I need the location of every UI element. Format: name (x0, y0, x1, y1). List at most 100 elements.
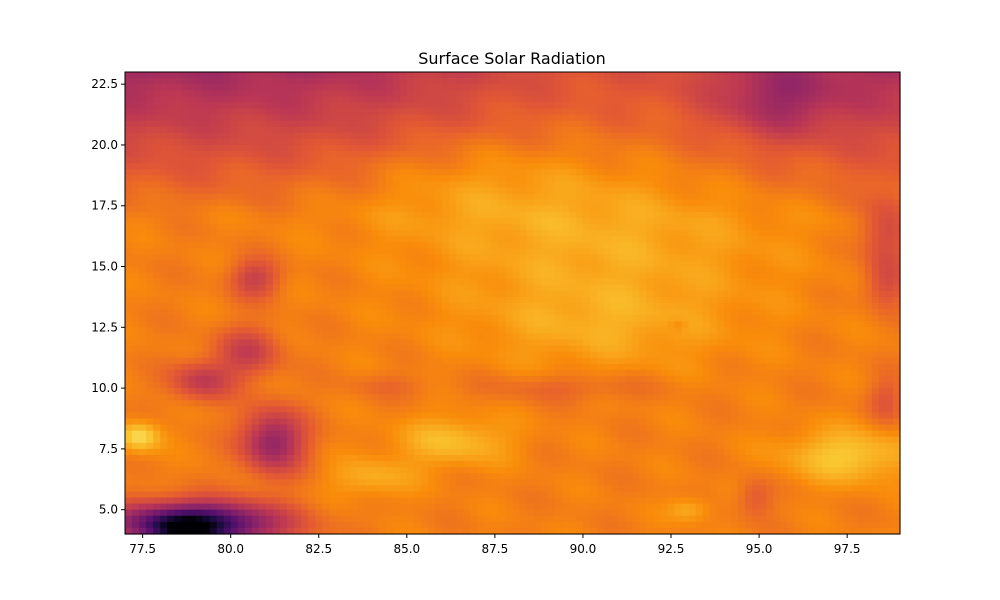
heatmap-cell (702, 309, 711, 316)
heatmap-cell (512, 90, 521, 97)
heatmap-cell (442, 254, 450, 262)
heatmap-cell (878, 230, 887, 237)
heatmap-cell (350, 72, 359, 79)
heatmap-cell (413, 163, 422, 170)
heatmap-cell (625, 217, 633, 225)
heatmap-cell (385, 284, 394, 292)
heatmap-cell (258, 211, 267, 219)
heatmap-cell (533, 175, 542, 183)
heatmap-cell (695, 157, 704, 164)
heatmap-cell (223, 260, 232, 268)
heatmap-cell (272, 72, 281, 79)
heatmap-cell (237, 144, 246, 152)
heatmap-cell (371, 90, 380, 97)
heatmap-cell (435, 242, 443, 249)
heatmap-cell (244, 327, 253, 334)
heatmap-cell (787, 284, 795, 292)
heatmap-cell (695, 102, 704, 110)
heatmap-cell (808, 211, 817, 219)
heatmap-cell (427, 132, 436, 140)
heatmap-cell (322, 303, 330, 310)
heatmap-cell (195, 254, 204, 262)
heatmap-cell (780, 230, 788, 237)
heatmap-cell (836, 193, 845, 201)
heatmap-cell (132, 296, 140, 304)
heatmap-cell (625, 96, 633, 103)
heatmap-cell (258, 157, 267, 164)
heatmap-cell (336, 114, 345, 122)
heatmap-cell (815, 72, 824, 79)
heatmap-cell (737, 126, 746, 134)
heatmap-cell (435, 78, 443, 85)
heatmap-cell (357, 72, 366, 79)
heatmap-cell (801, 260, 810, 268)
heatmap-cell (843, 284, 852, 292)
heatmap-cell (216, 321, 225, 328)
heatmap-cell (639, 321, 647, 328)
heatmap-cell (505, 84, 514, 91)
heatmap-cell (427, 120, 436, 128)
heatmap-cell (815, 284, 824, 292)
heatmap-cell (716, 205, 725, 213)
heatmap-cell (611, 296, 619, 304)
heatmap-cell (773, 126, 781, 134)
heatmap-cell (745, 211, 753, 219)
heatmap-cell (265, 315, 274, 322)
heatmap-cell (780, 211, 788, 219)
heatmap-cell (871, 321, 880, 328)
heatmap-cell (265, 290, 274, 298)
heatmap-cell (181, 333, 190, 341)
heatmap-cell (456, 108, 464, 116)
heatmap-cell (561, 108, 570, 116)
heatmap-cell (892, 303, 901, 310)
heatmap-cell (132, 260, 140, 268)
heatmap-cell (597, 181, 605, 189)
heatmap-cell (258, 126, 267, 134)
heatmap-cell (498, 242, 507, 249)
heatmap-cell (223, 284, 232, 292)
heatmap-cell (653, 108, 662, 116)
heatmap-cell (723, 254, 732, 262)
heatmap-cell (590, 163, 598, 170)
heatmap-cell (843, 90, 852, 97)
heatmap-cell (287, 303, 295, 310)
heatmap-cell (350, 163, 359, 170)
heatmap-cell (709, 114, 718, 122)
heatmap-cell (329, 84, 337, 91)
heatmap-cell (639, 284, 647, 292)
heatmap-cell (745, 144, 753, 152)
heatmap-cell (540, 284, 549, 292)
heatmap-cell (470, 181, 478, 189)
heatmap-cell (350, 90, 359, 97)
heatmap-cell (618, 333, 626, 341)
heatmap-cell (759, 181, 767, 189)
heatmap-cell (815, 211, 824, 219)
heatmap-cell (174, 248, 182, 255)
heatmap-cell (653, 315, 662, 322)
heatmap-cell (280, 272, 288, 280)
heatmap-cell (427, 284, 436, 292)
heatmap-cell (153, 72, 161, 79)
heatmap-cell (752, 260, 760, 268)
heatmap-cell (780, 266, 788, 274)
heatmap-cell (378, 242, 387, 249)
heatmap-cell (435, 163, 443, 170)
heatmap-cell (435, 84, 443, 91)
heatmap-cell (350, 296, 359, 304)
heatmap-cell (808, 223, 817, 231)
heatmap-cell (815, 169, 824, 176)
heatmap-cell (794, 90, 802, 97)
heatmap-cell (195, 242, 204, 249)
heatmap-cell (808, 187, 817, 195)
heatmap-cell (843, 120, 852, 128)
heatmap-cell (787, 96, 795, 103)
heatmap-cell (322, 205, 330, 213)
heatmap-cell (357, 327, 366, 334)
heatmap-cell (604, 193, 612, 201)
heatmap-cell (420, 138, 429, 146)
heatmap-cell (202, 90, 211, 97)
heatmap-cell (857, 132, 866, 140)
heatmap-cell (723, 157, 732, 164)
heatmap-cell (871, 266, 880, 274)
heatmap-cell (477, 144, 485, 152)
